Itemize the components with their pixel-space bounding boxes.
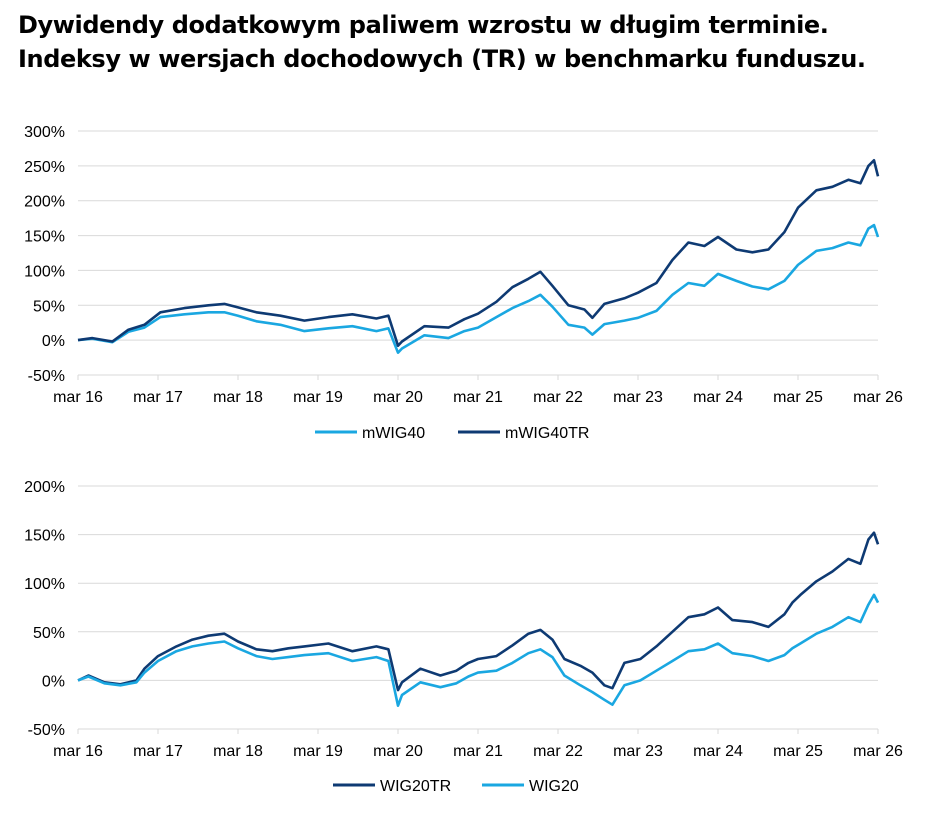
- x-tick-label-2: mar 23: [613, 743, 663, 760]
- x-tick-label-2: mar 18: [213, 743, 263, 760]
- y-tick-label-1: 50%: [33, 298, 65, 315]
- x-tick-label-2: mar 24: [693, 743, 743, 760]
- y-tick-label-1: 150%: [24, 229, 65, 246]
- y-tick-label-2: 50%: [33, 625, 65, 642]
- series-line-wig20: [77, 593, 880, 708]
- x-tick-label-2: mar 26: [853, 743, 903, 760]
- series-line-mwig40tr: [77, 159, 880, 348]
- y-tick-label-1: -50%: [28, 368, 65, 385]
- x-tick-label-2: mar 22: [533, 743, 583, 760]
- y-tick-label-1: 200%: [24, 194, 65, 211]
- chart-title: Dywidendy dodatkowym paliwem wzrostu w d…: [18, 11, 866, 73]
- x-tick-label-1: mar 19: [293, 389, 343, 406]
- x-tick-label-1: mar 16: [53, 389, 103, 406]
- legend-label-wig20tr: WIG20TR: [380, 778, 451, 795]
- y-tick-label-2: -50%: [28, 722, 65, 739]
- y-tick-label-2: 0%: [42, 673, 65, 690]
- x-tick-label-1: mar 24: [693, 389, 743, 406]
- x-tick-label-2: mar 20: [373, 743, 423, 760]
- x-tick-label-1: mar 23: [613, 389, 663, 406]
- x-tick-label-1: mar 18: [213, 389, 263, 406]
- x-tick-label-1: mar 21: [453, 389, 503, 406]
- series-line-mwig40: [77, 223, 880, 355]
- series-line-wig20tr: [77, 531, 880, 692]
- x-tick-label-2: mar 19: [293, 743, 343, 760]
- x-tick-label-2: mar 21: [453, 743, 503, 760]
- y-tick-label-1: 250%: [24, 159, 65, 176]
- x-tick-label-2: mar 16: [53, 743, 103, 760]
- y-tick-label-2: 100%: [24, 576, 65, 593]
- x-tick-label-2: mar 25: [773, 743, 823, 760]
- x-tick-label-1: mar 22: [533, 389, 583, 406]
- x-tick-label-1: mar 26: [853, 389, 903, 406]
- x-tick-label-1: mar 17: [133, 389, 183, 406]
- legend-label-mwig40tr: mWIG40TR: [505, 425, 589, 442]
- y-tick-label-1: 300%: [24, 124, 65, 141]
- x-tick-label-1: mar 20: [373, 389, 423, 406]
- y-tick-label-2: 150%: [24, 528, 65, 545]
- y-tick-label-1: 0%: [42, 333, 65, 350]
- legend-label-wig20: WIG20: [529, 778, 579, 795]
- x-tick-label-1: mar 25: [773, 389, 823, 406]
- x-tick-label-2: mar 17: [133, 743, 183, 760]
- legend-label-mwig40: mWIG40: [362, 425, 425, 442]
- y-tick-label-1: 100%: [24, 263, 65, 280]
- y-tick-label-2: 200%: [24, 479, 65, 496]
